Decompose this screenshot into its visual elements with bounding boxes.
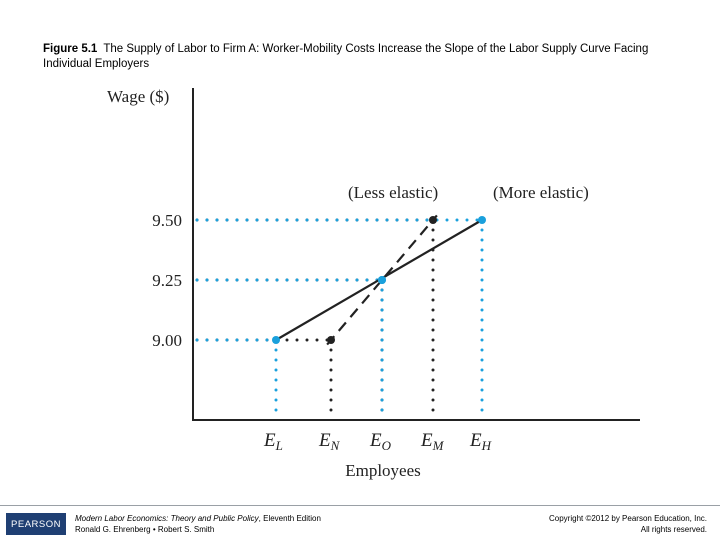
- rights-text: All rights reserved.: [640, 525, 707, 534]
- chart-axes: [192, 88, 640, 421]
- y-axis-label: Wage ($): [107, 87, 169, 106]
- figure-number: Figure 5.1: [43, 43, 98, 55]
- point-0-0: [327, 336, 335, 344]
- x-axis-label: Employees: [345, 461, 421, 480]
- y-tick-label-1: 9.25: [152, 271, 182, 290]
- pearson-logo: PEARSON: [6, 513, 66, 535]
- y-tick-label-0: 9.50: [152, 211, 182, 230]
- y-tick-label-2: 9.00: [152, 331, 182, 350]
- curve-0: [326, 214, 438, 346]
- book-title: Modern Labor Economics: Theory and Publi…: [75, 514, 259, 523]
- data-points: [272, 216, 486, 344]
- chart-labels: 9.50 9.25 9.00 EL EN EO EM EH Wage ($) Employees (…: [107, 87, 589, 480]
- guide-lines: [195, 218, 484, 416]
- book-edition: , Eleventh Edition: [258, 514, 321, 523]
- figure-caption: Figure 5.1 The Supply of Labor to Firm A:…: [43, 42, 683, 72]
- labor-supply-chart: 9.50 9.25 9.00 EL EN EO EM EH Wage ($) Employees (…: [107, 87, 640, 480]
- point-1-0: [272, 336, 280, 344]
- point-1-1: [378, 276, 386, 284]
- footer-book-info: Modern Labor Economics: Theory and Publi…: [75, 513, 321, 535]
- point-1-2: [478, 216, 486, 224]
- x-tick-label-1: EN: [318, 430, 341, 453]
- figure-title: The Supply of Labor to Firm A: Worker-Mo…: [43, 43, 649, 70]
- book-authors: Ronald G. Ehrenberg • Robert S. Smith: [75, 525, 215, 534]
- x-tick-label-3: EM: [420, 430, 445, 453]
- series-label-0: (Less elastic): [348, 183, 438, 202]
- footer-copyright: Copyright ©2012 by Pearson Education, In…: [549, 513, 707, 535]
- series-label-1: (More elastic): [493, 183, 589, 202]
- x-tick-label-4: EH: [469, 430, 492, 453]
- x-tick-label-0: EL: [263, 430, 283, 453]
- footer-divider: [0, 505, 720, 506]
- copyright-text: Copyright ©2012 by Pearson Education, In…: [549, 514, 707, 523]
- point-0-2: [429, 216, 437, 224]
- x-tick-label-2: EO: [369, 430, 392, 453]
